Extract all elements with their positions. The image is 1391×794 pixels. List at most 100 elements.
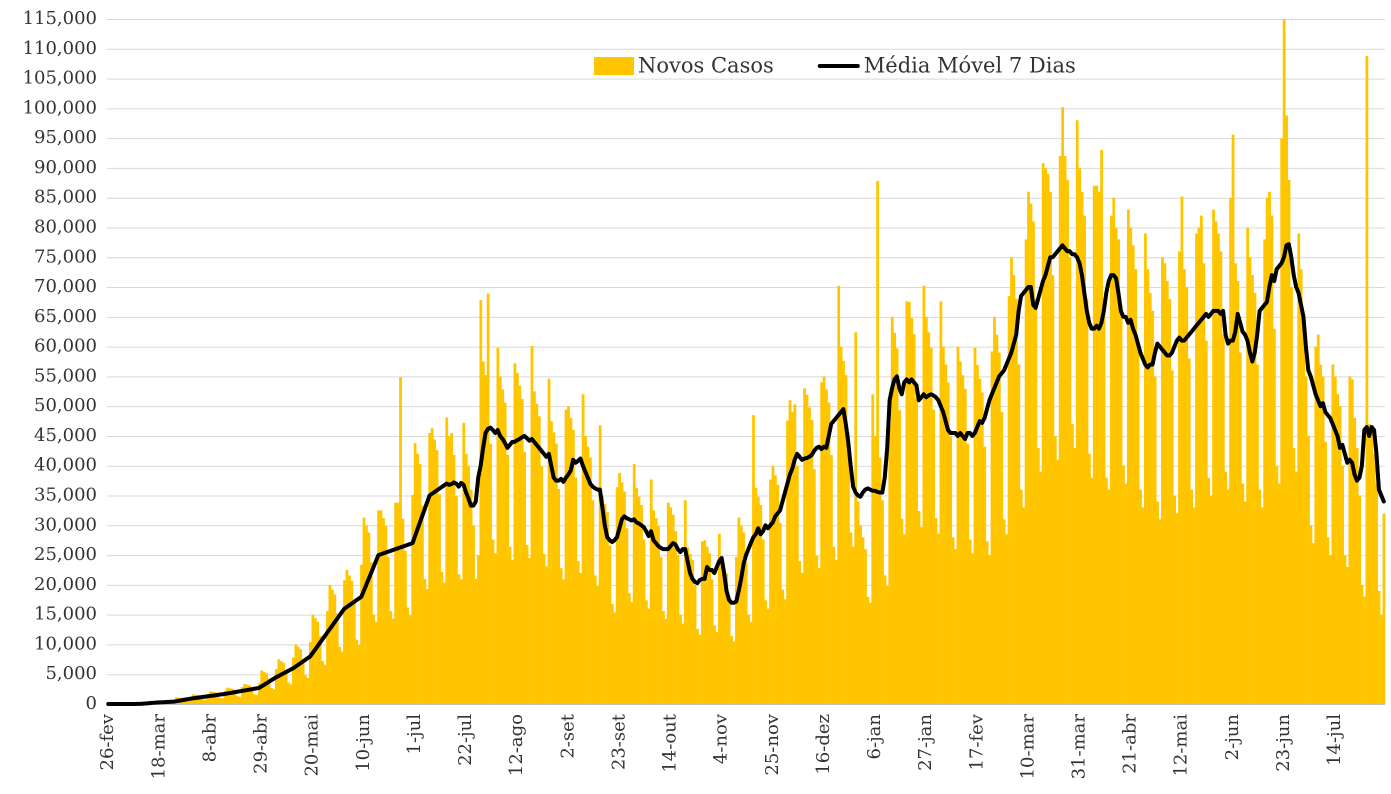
bar — [231, 688, 234, 704]
bar — [749, 621, 753, 704]
y-tick-label: 110,000 — [23, 38, 97, 59]
bar — [803, 388, 806, 704]
bar — [211, 691, 215, 704]
bar — [459, 579, 463, 704]
bar — [584, 435, 587, 704]
bar — [983, 446, 987, 704]
bar — [267, 678, 271, 704]
bar — [873, 435, 877, 704]
bar — [810, 419, 814, 704]
bar — [1046, 173, 1050, 704]
bar — [1144, 233, 1147, 704]
y-tick-label: 70,000 — [34, 276, 97, 297]
bar — [618, 472, 621, 704]
bar — [554, 443, 558, 704]
bar — [647, 608, 651, 704]
bar — [713, 625, 716, 704]
bar — [184, 700, 188, 704]
x-tick-label: 22-jul — [455, 714, 476, 766]
bar — [934, 518, 938, 704]
bar — [1075, 120, 1079, 705]
bar — [204, 699, 208, 704]
bar — [985, 541, 989, 704]
bar — [248, 685, 251, 704]
bar — [710, 579, 714, 704]
bar — [306, 677, 310, 704]
x-tick-label: 23-set — [608, 713, 629, 770]
bar — [292, 657, 295, 704]
bar — [705, 546, 709, 704]
bar — [1367, 424, 1371, 704]
bar — [786, 420, 789, 704]
bar — [450, 432, 454, 704]
bar — [876, 181, 880, 704]
bar — [588, 457, 592, 704]
bar — [978, 378, 982, 704]
bar — [1219, 251, 1223, 704]
bar — [944, 364, 948, 704]
bar — [671, 514, 675, 704]
bar — [406, 607, 410, 704]
bar — [326, 611, 329, 704]
legend-label: Novos Casos — [638, 54, 774, 78]
x-tick-label: 20-mai — [302, 714, 323, 777]
bar — [567, 406, 570, 704]
bar — [837, 285, 841, 704]
bar — [732, 641, 736, 704]
bar — [238, 696, 242, 704]
bar — [1268, 191, 1271, 704]
bar — [756, 496, 760, 704]
bar — [1100, 150, 1103, 705]
bar — [778, 522, 782, 704]
bar — [1095, 185, 1099, 705]
bar — [1353, 418, 1357, 704]
bar — [360, 564, 363, 704]
bar — [411, 494, 415, 704]
bar — [257, 683, 261, 704]
bar — [995, 334, 999, 704]
bar — [394, 502, 398, 704]
bar — [442, 582, 446, 704]
bar — [980, 392, 984, 704]
bar — [890, 316, 894, 704]
bar — [742, 532, 746, 704]
bar — [817, 568, 821, 704]
bar — [421, 505, 424, 704]
bar — [343, 580, 346, 704]
bar — [773, 475, 777, 704]
y-tick-label: 45,000 — [34, 425, 97, 446]
bar — [771, 465, 775, 704]
bar — [1355, 447, 1359, 704]
bar — [1363, 596, 1366, 704]
bar — [218, 697, 222, 704]
bar — [1360, 584, 1364, 704]
bar — [423, 578, 427, 704]
bar — [333, 594, 337, 704]
bar — [839, 346, 843, 704]
bar — [606, 512, 609, 704]
y-tick-label: 20,000 — [34, 574, 97, 595]
bar — [1109, 215, 1113, 704]
bar — [1258, 489, 1262, 704]
bar — [1260, 507, 1264, 704]
bar — [1066, 179, 1069, 705]
bar — [270, 687, 273, 704]
bar — [966, 443, 970, 704]
x-tick-label: 4-nov — [711, 713, 732, 764]
bar — [1217, 233, 1220, 704]
bar — [464, 453, 468, 704]
y-tick-label: 85,000 — [34, 187, 97, 208]
x-tick-label: 23-jun — [1273, 714, 1294, 772]
bar — [528, 558, 531, 704]
bar — [922, 285, 926, 704]
bar — [438, 494, 441, 704]
y-tick-label: 80,000 — [34, 216, 97, 237]
bar — [301, 658, 305, 704]
y-tick-label: 115,000 — [23, 8, 97, 29]
bar — [474, 578, 478, 704]
bar — [893, 332, 897, 704]
bar — [1024, 239, 1028, 705]
bar — [282, 662, 286, 704]
bar — [416, 453, 419, 704]
bar — [187, 701, 191, 704]
